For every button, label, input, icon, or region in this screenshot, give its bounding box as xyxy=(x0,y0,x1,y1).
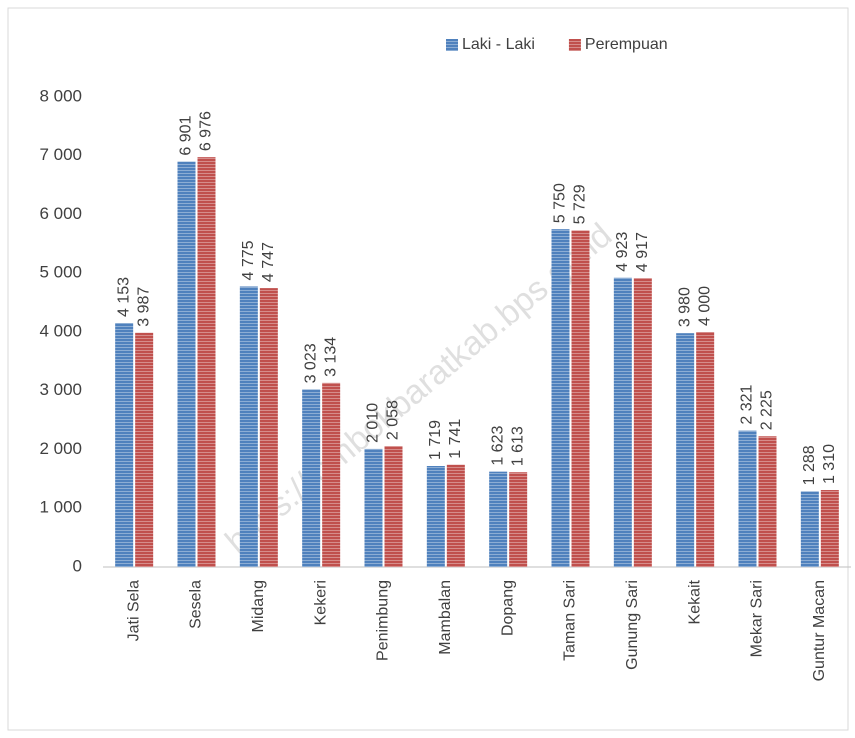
value-label: 1 719 xyxy=(427,420,444,460)
value-label: 3 987 xyxy=(135,287,152,327)
bar xyxy=(800,491,819,567)
x-tick-label: Mekar Sari xyxy=(749,580,766,657)
bar xyxy=(633,278,652,567)
y-tick-label: 7 000 xyxy=(39,145,82,164)
value-label: 4 747 xyxy=(260,242,277,282)
value-label: 3 134 xyxy=(322,337,339,377)
bar xyxy=(197,157,216,567)
bar xyxy=(676,333,695,567)
bar xyxy=(489,471,508,567)
value-label: 1 623 xyxy=(489,426,506,466)
chart-border xyxy=(7,7,849,731)
value-label: 2 225 xyxy=(759,390,776,430)
value-label: 3 980 xyxy=(676,287,693,327)
bar xyxy=(696,332,715,567)
legend-label: Laki - Laki xyxy=(462,36,535,53)
value-label: 6 901 xyxy=(178,115,195,155)
value-label: 5 729 xyxy=(572,184,589,224)
bar xyxy=(177,161,196,567)
value-label: 2 058 xyxy=(385,400,402,440)
value-label: 4 000 xyxy=(696,286,713,326)
x-tick-label: Kekait xyxy=(686,579,703,624)
x-tick-label: Penimbung xyxy=(375,580,392,661)
x-tick-label: Jati Sela xyxy=(125,580,142,641)
y-tick-label: 0 xyxy=(73,556,82,575)
y-tick-label: 6 000 xyxy=(39,204,82,223)
y-tick-label: 3 000 xyxy=(39,380,82,399)
bar xyxy=(322,382,341,567)
bar xyxy=(758,436,777,567)
x-tick-label: Mambalan xyxy=(437,580,454,655)
bar xyxy=(820,490,839,567)
x-tick-label: Kekeri xyxy=(312,580,329,625)
bar xyxy=(384,446,403,567)
x-tick-label: Gunung Sari xyxy=(624,580,641,670)
legend-label: Perempuan xyxy=(585,36,668,53)
bar xyxy=(551,229,570,567)
x-tick-label: Sesela xyxy=(188,580,205,629)
value-label: 1 741 xyxy=(447,419,464,459)
legend-swatch xyxy=(446,39,458,51)
bar xyxy=(509,472,528,567)
y-tick-label: 1 000 xyxy=(39,498,82,517)
x-tick-label: Guntur Macan xyxy=(811,580,828,681)
y-tick-label: 5 000 xyxy=(39,263,82,282)
value-label: 3 023 xyxy=(302,343,319,383)
value-label: 4 775 xyxy=(240,240,257,280)
bar xyxy=(426,466,445,567)
bar xyxy=(446,464,465,567)
x-tick-label: Dopang xyxy=(499,580,516,636)
value-label: 1 310 xyxy=(821,444,838,484)
x-tick-label: Taman Sari xyxy=(562,580,579,661)
value-label: 4 923 xyxy=(614,232,631,272)
bar xyxy=(239,286,258,567)
value-label: 6 976 xyxy=(198,111,215,151)
value-label: 5 750 xyxy=(552,183,569,223)
bar xyxy=(571,230,590,567)
y-tick-label: 4 000 xyxy=(39,321,82,340)
y-tick-label: 8 000 xyxy=(39,86,82,105)
value-label: 1 288 xyxy=(801,445,818,485)
bar xyxy=(115,323,134,567)
bar xyxy=(135,332,154,567)
legend-swatch xyxy=(568,39,581,51)
bar xyxy=(613,277,632,567)
value-label: 2 010 xyxy=(365,403,382,443)
y-tick-label: 2 000 xyxy=(39,439,82,458)
value-label: 4 153 xyxy=(115,277,132,317)
bar xyxy=(738,430,757,567)
bar xyxy=(364,448,383,567)
value-label: 2 321 xyxy=(739,385,756,425)
value-label: 4 917 xyxy=(634,232,651,272)
value-label: 1 613 xyxy=(509,426,526,466)
bar xyxy=(259,288,278,567)
bar xyxy=(302,389,321,567)
x-tick-label: Midang xyxy=(250,580,267,632)
